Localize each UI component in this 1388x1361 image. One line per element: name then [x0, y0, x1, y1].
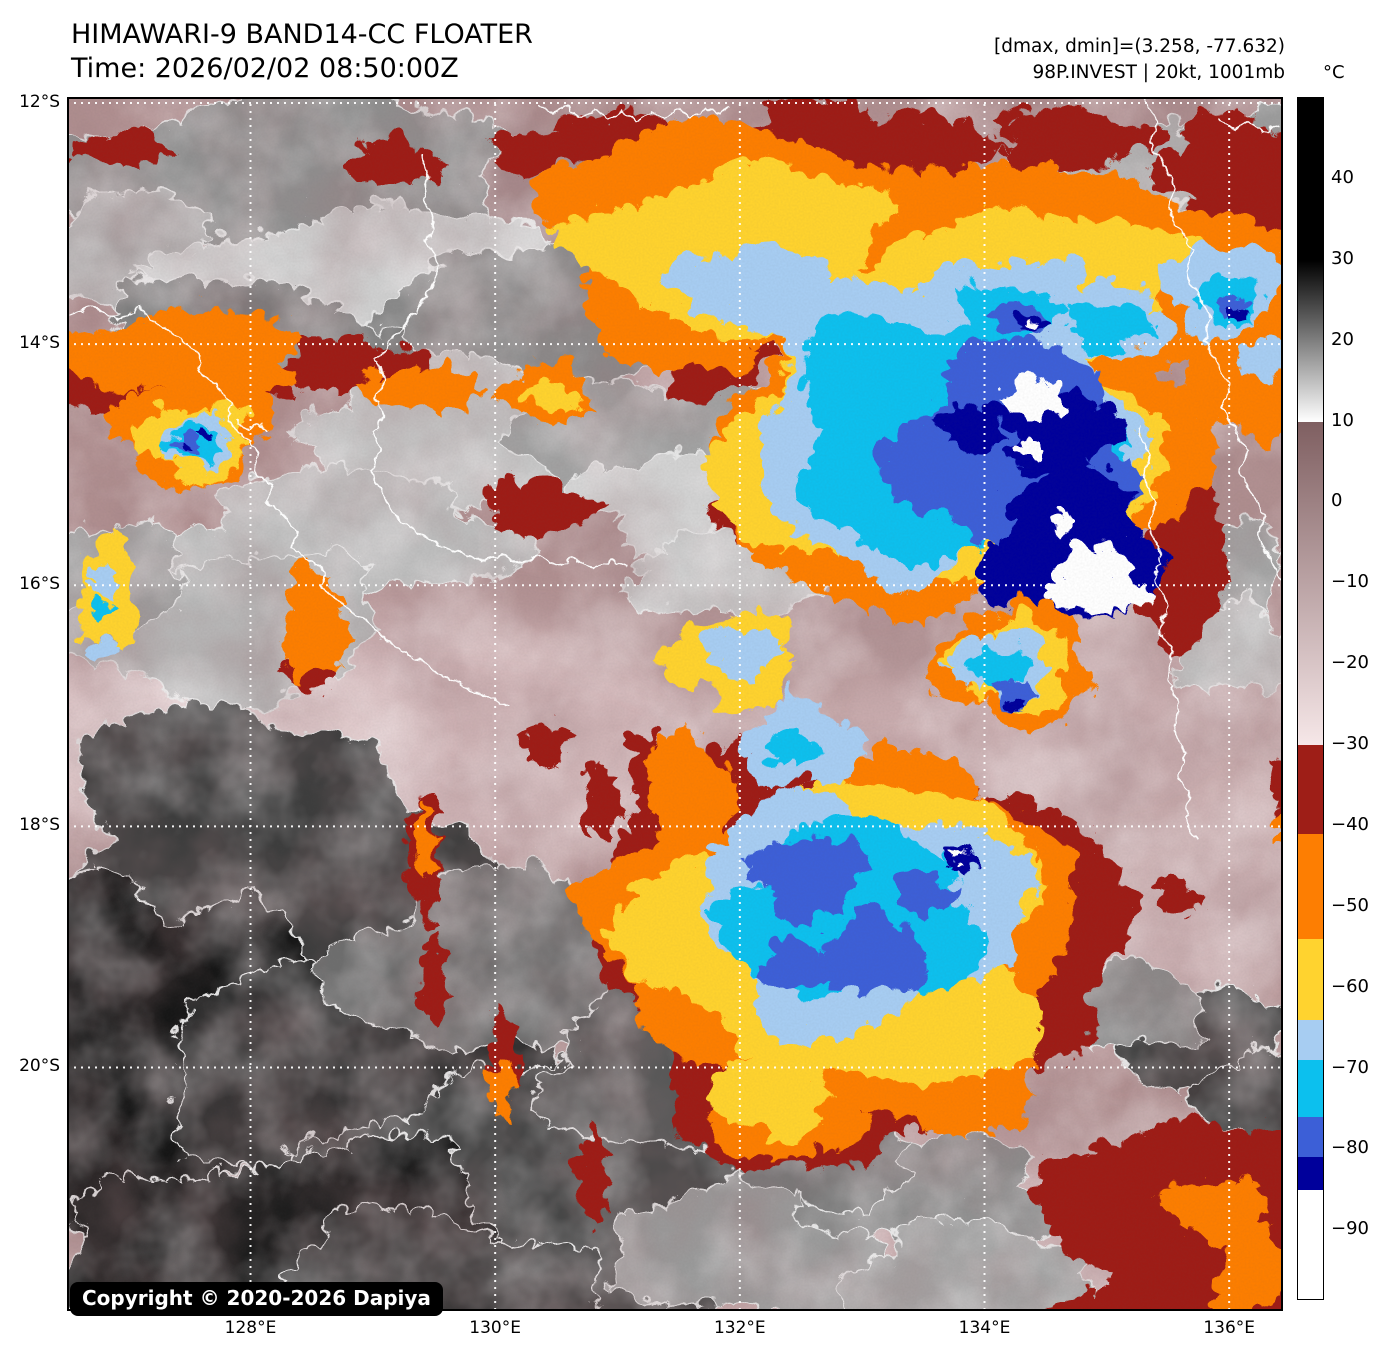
header-readouts: [dmax, dmin]=(3.258, -77.632) 98P.INVEST…: [994, 34, 1285, 85]
colorbar-segment: [1298, 939, 1323, 1020]
colorbar-tick-label: −30: [1331, 733, 1369, 754]
colorbar-tick-label: 10: [1331, 409, 1354, 431]
colorbar-tick-label: −10: [1331, 571, 1369, 593]
colorbar-segment: [1298, 98, 1323, 260]
coastline-layer: [67, 97, 1283, 838]
satellite-image: [67, 97, 1283, 1311]
lon-tick-label: 134°E: [958, 1318, 1011, 1338]
fine-grain-texture: [67, 97, 1283, 1311]
colorbar-tick-label: −70: [1331, 1056, 1369, 1078]
coastline: [368, 151, 626, 566]
colorbar-tick-label: 30: [1331, 247, 1354, 269]
coastline: [1136, 426, 1196, 838]
map-border: [67, 97, 1283, 1311]
colorbar-tick-label: −60: [1331, 975, 1369, 997]
copyright-badge: Copyright © 2020-2026 Dapiya: [70, 1282, 443, 1316]
colorbar-segment: [1298, 745, 1323, 834]
colorbar-tick-label: −40: [1331, 813, 1369, 835]
lat-tick-label: 20°S: [19, 1056, 60, 1077]
colorbar-tick-label: −80: [1331, 1137, 1369, 1159]
coastline: [1141, 97, 1283, 594]
colorbar-segment: [1298, 1060, 1323, 1118]
colorbar-tick-label: −20: [1331, 652, 1369, 674]
colorbar-segment: [1298, 833, 1323, 940]
lon-tick-label: 128°E: [224, 1318, 277, 1338]
lat-tick-label: 14°S: [19, 333, 60, 354]
colorbar-tick-label: 0: [1331, 490, 1343, 512]
coastline: [536, 102, 732, 120]
lat-tick-label: 16°S: [19, 574, 60, 595]
colorbar-tick-label: −90: [1331, 1218, 1369, 1240]
lat-tick-label: 12°S: [19, 92, 60, 113]
colorbar-tick-label: 40: [1331, 166, 1354, 188]
coastline: [67, 304, 508, 704]
lon-tick-label: 136°E: [1203, 1318, 1256, 1338]
lon-tick-label: 130°E: [469, 1318, 522, 1338]
timestamp: Time: 2026/02/02 08:50:00Z: [71, 53, 459, 84]
colorbar: [1297, 97, 1324, 1300]
coastline: [1216, 116, 1278, 132]
lat-tick-label: 18°S: [19, 815, 60, 836]
colorbar-segment: [1298, 1157, 1323, 1190]
lon-tick-label: 132°E: [713, 1318, 766, 1338]
colorbar-tick-label: −50: [1331, 894, 1369, 916]
dmax-dmin-readout: [dmax, dmin]=(3.258, -77.632): [994, 36, 1285, 57]
colorbar-segment: [1298, 1117, 1323, 1158]
colorbar-segment: [1298, 1019, 1323, 1061]
page-title: HIMAWARI-9 BAND14-CC FLOATER: [71, 19, 533, 50]
coastline: [234, 418, 266, 430]
satellite-map: [67, 97, 1283, 1311]
storm-info-readout: 98P.INVEST | 20kt, 1001mb: [1032, 61, 1286, 83]
colorbar-segment: [1298, 1189, 1323, 1299]
colorbar-segment: [1298, 421, 1323, 745]
colorbar-unit-label: °C: [1323, 62, 1345, 83]
colorbar-segment: [1298, 259, 1323, 422]
colorbar-tick-label: 20: [1331, 328, 1354, 350]
